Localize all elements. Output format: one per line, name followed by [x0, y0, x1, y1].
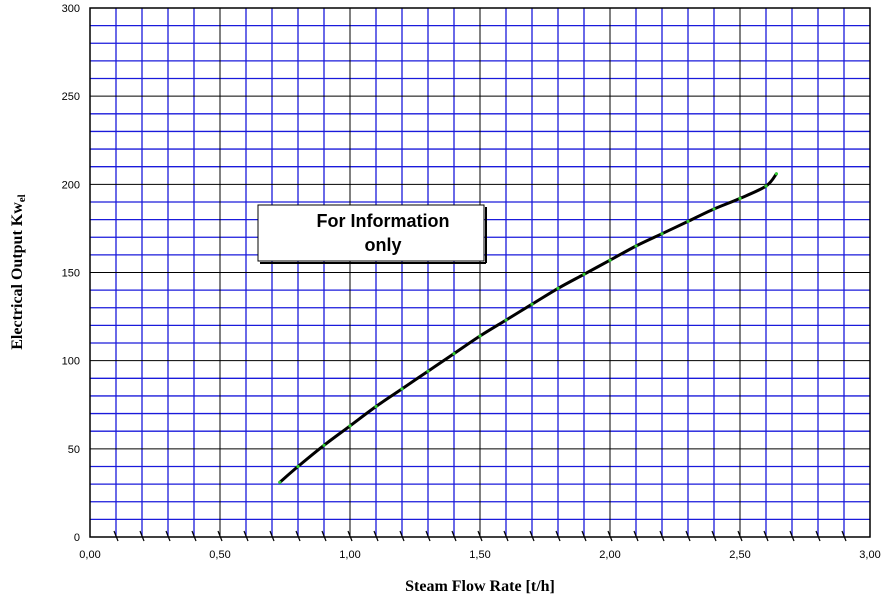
data-point	[504, 318, 508, 322]
x-tick-mark	[217, 530, 223, 542]
data-point	[738, 196, 742, 200]
data-point	[686, 219, 690, 223]
x-tick-mark	[113, 530, 119, 542]
data-point	[296, 464, 300, 469]
x-tick-label: 3,00	[859, 549, 880, 561]
y-axis-title-main: Electrical Output Kw	[9, 202, 26, 350]
data-point	[774, 172, 779, 176]
y-axis-title: Electrical Output Kwel	[9, 194, 28, 350]
x-tick-mark	[269, 530, 275, 542]
info-text-line1: For Information	[317, 211, 450, 231]
x-tick-marks	[113, 530, 847, 542]
data-point	[556, 286, 560, 290]
x-tick-mark	[555, 530, 561, 542]
y-axis-title-sub: el	[16, 194, 28, 202]
x-tick-mark	[295, 530, 301, 542]
data-point	[400, 387, 404, 391]
y-tick-label: 300	[62, 3, 80, 15]
x-tick-mark	[399, 530, 405, 542]
x-tick-mark	[685, 530, 691, 542]
x-tick-mark	[477, 530, 483, 542]
info-box	[257, 204, 485, 262]
x-tick-mark	[789, 530, 795, 542]
y-tick-label: 0	[74, 532, 80, 544]
x-tick-mark	[243, 530, 249, 542]
x-tick-mark	[659, 530, 665, 542]
x-tick-label: 2,00	[599, 549, 620, 561]
grid-major-lines	[90, 8, 870, 537]
data-point	[278, 480, 282, 484]
data-point	[608, 258, 612, 262]
data-point	[582, 272, 586, 276]
data-point	[764, 184, 768, 188]
data-point	[322, 443, 326, 447]
y-tick-labels: 0 50 100 150 200 250 300	[62, 3, 80, 544]
y-tick-label: 150	[62, 268, 80, 280]
x-tick-mark	[139, 530, 145, 542]
x-tick-mark	[581, 530, 587, 542]
y-tick-label: 50	[68, 444, 80, 456]
series-markers	[278, 172, 779, 484]
x-tick-mark	[425, 530, 431, 542]
x-tick-mark	[763, 530, 769, 542]
data-point	[348, 424, 352, 428]
data-point	[712, 207, 716, 211]
y-tick-label: 100	[62, 356, 80, 368]
x-tick-mark	[191, 530, 197, 542]
x-tick-mark	[529, 530, 535, 542]
data-point	[634, 244, 638, 248]
data-point	[426, 369, 430, 373]
x-tick-mark	[607, 530, 613, 542]
info-text-line2: only	[364, 235, 401, 255]
x-tick-mark	[373, 530, 379, 542]
y-tick-label: 250	[62, 91, 80, 103]
x-tick-mark	[711, 530, 717, 542]
x-tick-mark	[503, 530, 509, 542]
x-tick-mark	[165, 530, 171, 542]
x-tick-mark	[737, 530, 743, 542]
x-tick-label: 1,00	[339, 549, 360, 561]
x-tick-label: 0,50	[209, 549, 230, 561]
x-axis-title: Steam Flow Rate [t/h]	[405, 578, 555, 595]
data-point	[452, 352, 456, 356]
x-tick-mark	[841, 530, 847, 542]
x-tick-label: 2,50	[729, 549, 750, 561]
data-point	[530, 302, 534, 306]
x-tick-mark	[815, 530, 821, 542]
x-tick-mark	[633, 530, 639, 542]
data-point	[374, 404, 378, 409]
x-tick-mark	[347, 530, 353, 542]
y-tick-label: 200	[62, 179, 80, 191]
x-tick-label: 0,00	[79, 549, 100, 561]
info-annotation: For Information only	[257, 204, 487, 264]
x-tick-mark	[321, 530, 327, 542]
data-point	[478, 334, 482, 338]
x-tick-mark	[451, 530, 457, 542]
x-tick-labels: 0,00 0,50 1,00 1,50 2,00 2,50 3,00	[79, 549, 880, 561]
data-point	[660, 232, 664, 236]
x-tick-label: 1,50	[469, 549, 490, 561]
plot-frame	[89, 7, 871, 538]
